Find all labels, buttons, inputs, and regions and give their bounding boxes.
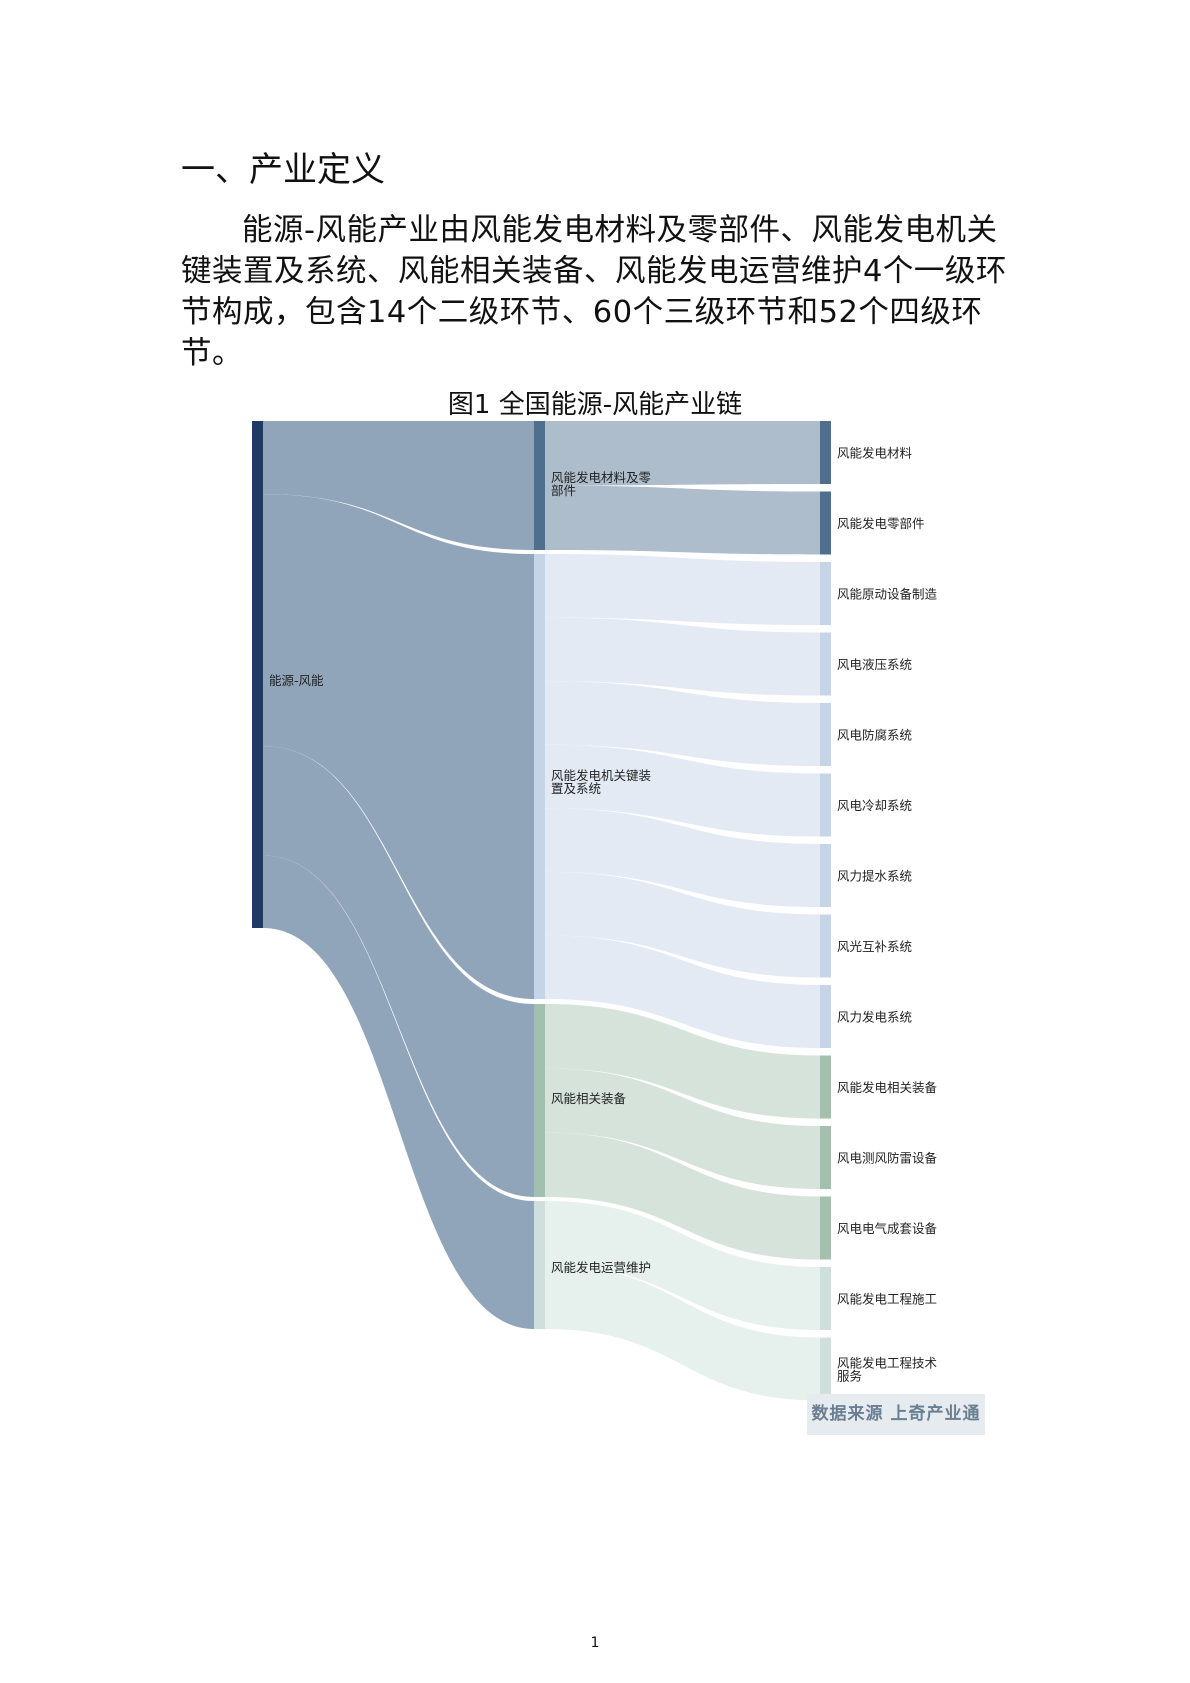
label-level2-4: 风电防腐系统	[837, 728, 912, 743]
node-level1-2	[534, 1004, 545, 1197]
label-level2-9: 风能发电相关装备	[837, 1080, 938, 1095]
section-heading: 一、产业定义	[181, 150, 385, 190]
label-level1-3: 风能发电运营维护	[551, 1260, 651, 1275]
data-source-badge: 数据来源 上奇产业通	[807, 1394, 985, 1435]
link-root-to-3	[263, 855, 534, 1329]
label-root: 能源-风能	[269, 673, 324, 688]
label-level2-2: 风能原动设备制造	[837, 587, 938, 602]
node-level2-5	[820, 773, 831, 837]
node-root	[252, 421, 263, 928]
label-level2-3: 风电液压系统	[837, 657, 912, 672]
node-level1-0	[534, 421, 545, 550]
node-level2-6	[820, 844, 831, 907]
node-level2-4	[820, 703, 831, 766]
sankey-labels: 能源-风能 风能发电材料及零部件风能发电机关键装置及系统风能相关装备风能发电运营维…	[269, 446, 938, 1384]
label-level1-2: 风能相关装备	[551, 1091, 627, 1106]
label-level2-5: 风电冷却系统	[837, 798, 912, 813]
link-l1-1-to-leaf-4	[545, 681, 820, 766]
label-level2-6: 风力提水系统	[837, 869, 912, 884]
label-level2-13: 服务	[837, 1369, 862, 1384]
label-level2-0: 风能发电材料	[837, 446, 913, 461]
node-level1-3	[534, 1201, 545, 1329]
node-level2-13	[820, 1337, 831, 1401]
node-level2-1	[820, 491, 831, 555]
label-level1-0: 部件	[551, 483, 576, 498]
label-level1-1: 风能发电机关键装	[551, 768, 651, 783]
node-level2-7	[820, 914, 831, 978]
link-l1-2-to-leaf-11	[545, 1132, 820, 1260]
link-l1-1-to-leaf-3	[545, 617, 820, 696]
node-level2-3	[820, 632, 831, 696]
label-level2-8: 风力发电系统	[837, 1010, 912, 1025]
node-level2-8	[820, 985, 831, 1048]
label-level1-0: 风能发电材料及零	[551, 470, 652, 485]
label-level2-10: 风电测风防雷设备	[837, 1151, 938, 1166]
node-level2-10	[820, 1126, 831, 1189]
link-l1-0-to-leaf-1	[545, 485, 820, 555]
node-level2-2	[820, 562, 831, 625]
link-l1-2-to-leaf-10	[545, 1068, 820, 1189]
page-number: 1	[590, 1635, 600, 1651]
sankey-nodes	[252, 421, 831, 1401]
link-root-to-2	[263, 746, 534, 1197]
label-level2-1: 风能发电零部件	[837, 516, 925, 531]
figure-title: 图1 全国能源-风能产业链	[447, 390, 743, 420]
link-l1-1-to-leaf-8	[545, 935, 820, 1048]
sankey-links	[263, 421, 820, 1401]
label-level2-12: 风能发电工程施工	[837, 1292, 937, 1307]
node-level2-11	[820, 1196, 831, 1260]
link-l1-1-to-leaf-2	[545, 554, 820, 625]
label-level2-13: 风能发电工程技术	[837, 1356, 938, 1371]
link-root-to-1	[263, 494, 534, 999]
node-level2-12	[820, 1267, 831, 1330]
node-level2-0	[820, 421, 831, 484]
label-level1-1: 置及系统	[551, 781, 601, 796]
link-root-to-0	[263, 421, 534, 550]
link-l1-0-to-leaf-0	[545, 421, 820, 486]
link-l1-3-to-leaf-12	[545, 1201, 820, 1330]
node-level1-1	[534, 554, 545, 999]
node-level2-9	[820, 1055, 831, 1119]
definition-paragraph: 能源-风能产业由风能发电材料及零部件、风能发电机关键装置及系统、风能相关装备、风…	[181, 213, 1007, 371]
link-l1-3-to-leaf-13	[545, 1265, 820, 1401]
label-level2-11: 风电电气成套设备	[837, 1221, 938, 1236]
link-l1-1-to-leaf-7	[545, 871, 820, 978]
link-l1-2-to-leaf-9	[545, 1004, 820, 1119]
label-level2-7: 风光互补系统	[837, 939, 912, 954]
link-l1-1-to-leaf-6	[545, 808, 820, 907]
link-l1-1-to-leaf-5	[545, 744, 820, 837]
